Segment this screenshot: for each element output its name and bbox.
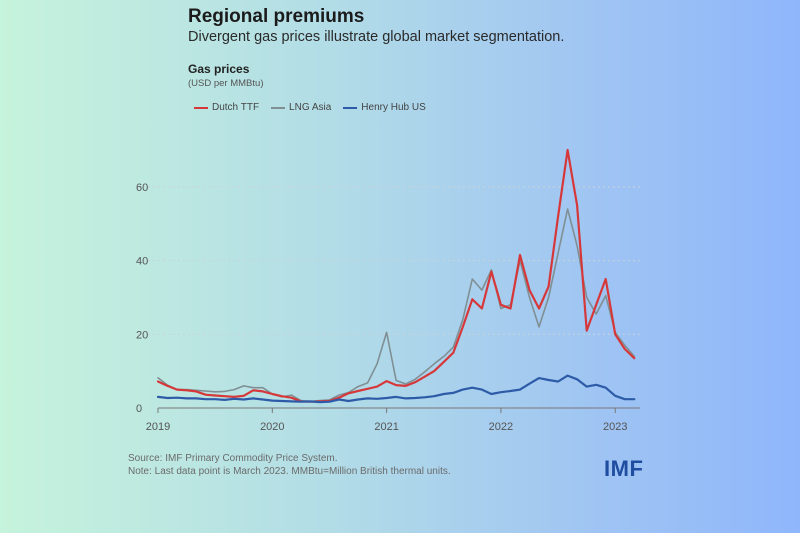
- series-line-lng-asia: [157, 208, 636, 403]
- legend-item-dutch-ttf: Dutch TTF: [194, 102, 259, 113]
- legend-label-lng-asia: LNG Asia: [289, 102, 332, 113]
- legend-label-henry-hub: Henry Hub US: [361, 102, 426, 113]
- legend-item-lng-asia: LNG Asia: [271, 102, 331, 113]
- source-text: Source: IMF Primary Commodity Price Syst…: [128, 453, 338, 464]
- legend-swatch-dutch-ttf: [194, 106, 208, 109]
- note-text: Note: Last data point is March 2023. MMB…: [128, 466, 451, 477]
- legend-swatch-henry-hub: [343, 106, 358, 109]
- y-tick-label-20: 20: [136, 329, 148, 341]
- x-tick-label-2020: 2020: [260, 421, 284, 433]
- x-tick-label-2021: 2021: [374, 421, 398, 433]
- x-tick-label-2023: 2023: [603, 421, 627, 433]
- chart-legend: Dutch TTF LNG Asia Henry Hub US: [194, 102, 426, 113]
- imf-logo: IMF: [604, 456, 644, 481]
- series-line-henry-hub-us: [156, 374, 636, 404]
- y-tick-label-40: 40: [136, 256, 148, 268]
- source-note: Source: IMF Primary Commodity Price Syst…: [128, 452, 451, 478]
- x-tick-label-2019: 2019: [146, 421, 170, 433]
- page-title: Regional premiums: [188, 6, 365, 27]
- chart-title: Gas prices: [188, 62, 250, 76]
- page-subtitle: Divergent gas prices illustrate global m…: [188, 29, 565, 45]
- y-tick-label-60: 60: [136, 182, 148, 194]
- chart-unit-label: (USD per MMBtu): [188, 78, 264, 89]
- y-tick-label-0: 0: [136, 403, 142, 415]
- legend-swatch-lng-asia: [271, 106, 286, 109]
- legend-label-dutch-ttf: Dutch TTF: [212, 102, 260, 113]
- legend-item-henry-hub: Henry Hub US: [343, 102, 426, 113]
- x-tick-label-2022: 2022: [489, 421, 513, 433]
- series-line-dutch-ttf: [156, 148, 636, 403]
